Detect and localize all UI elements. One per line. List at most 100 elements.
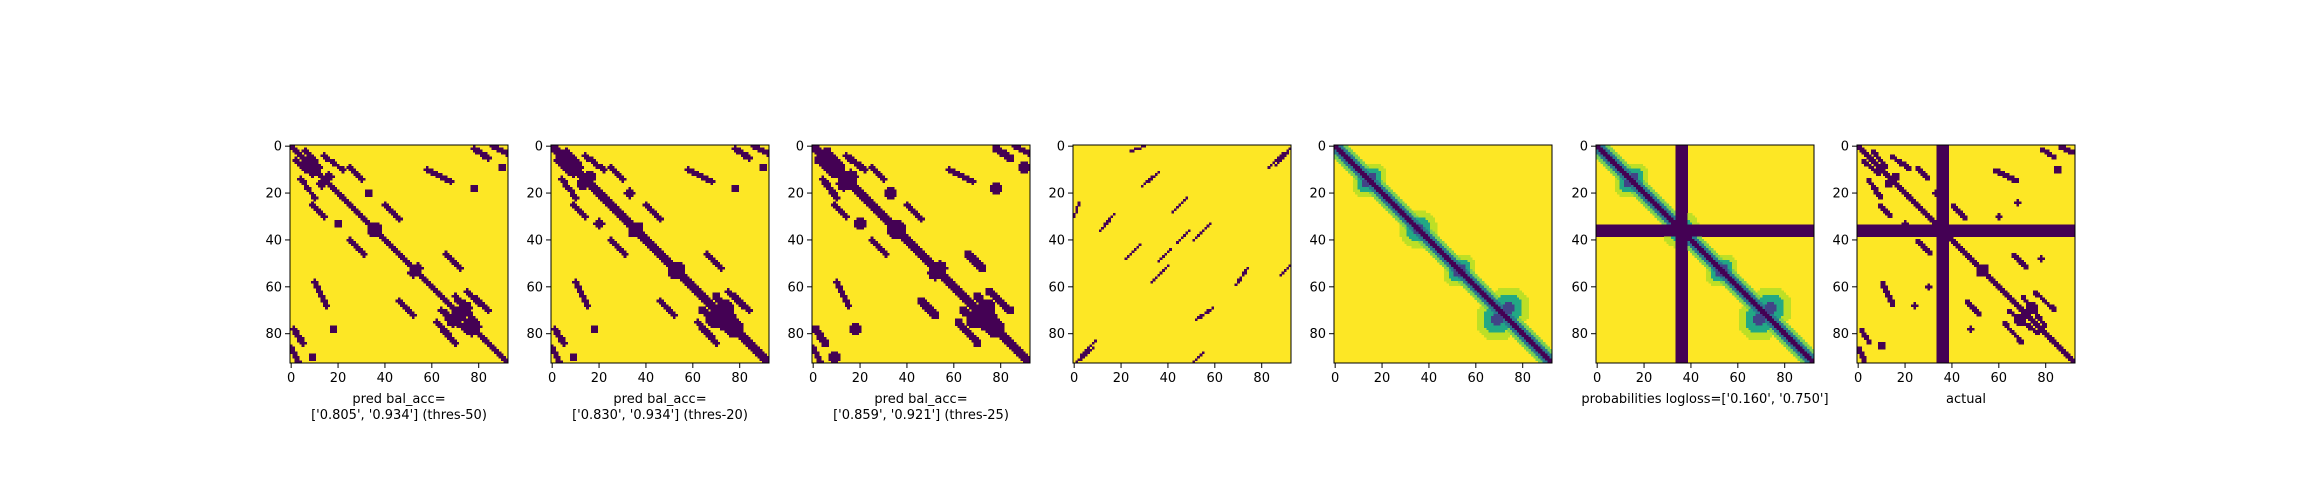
heatmap-cell: [633, 227, 636, 230]
heatmap-cell: [1455, 280, 1459, 284]
heatmap-cell: [468, 332, 471, 336]
heatmap-cell: [1441, 245, 1445, 249]
heatmap-cell: [1535, 334, 1539, 338]
heatmap-cell: [447, 177, 450, 181]
heatmap-cell: [837, 175, 841, 179]
heatmap-cell: [1448, 262, 1452, 265]
heatmap-cell: [1523, 302, 1527, 305]
heatmap-cell: [847, 184, 850, 188]
heatmap-cell: [821, 334, 825, 338]
heatmap-cell: [1334, 152, 1337, 155]
heatmap-cell: [1397, 212, 1400, 216]
heatmap-cell: [877, 173, 881, 176]
heatmap-cell: [816, 355, 820, 359]
heatmap-cell: [1027, 163, 1031, 167]
heatmap-cell: [572, 175, 575, 179]
heatmap-cell: [872, 243, 876, 247]
heatmap-cell: [870, 205, 874, 209]
heatmap-cell: [633, 222, 636, 226]
heatmap-cell: [686, 168, 690, 172]
heatmap-cell: [381, 238, 385, 242]
heatmap-cell: [477, 152, 481, 155]
heatmap-cell: [1171, 210, 1175, 214]
heatmap-cell: [1380, 184, 1384, 188]
heatmap-cell: [1453, 278, 1457, 282]
heatmap-cell: [1357, 189, 1361, 193]
heatmap-cell: [726, 320, 730, 324]
y-tick-label: 0: [796, 140, 804, 155]
heatmap-cell: [870, 203, 874, 207]
heatmap-cell: [1479, 295, 1483, 298]
heatmap-cell: [814, 348, 818, 352]
heatmap-cell: [472, 295, 476, 298]
heatmap-cell: [847, 159, 850, 162]
heatmap-cell: [1276, 159, 1280, 162]
heatmap-cell: [1476, 327, 1480, 331]
heatmap-cell: [357, 175, 361, 179]
heatmap-cell: [320, 292, 324, 296]
heatmap-cell: [837, 290, 841, 294]
heatmap-cell: [901, 236, 904, 240]
heatmap-cell: [1423, 222, 1426, 226]
heatmap-cell: [1507, 306, 1511, 310]
heatmap-cell: [985, 323, 989, 326]
heatmap-cell: [705, 304, 709, 308]
heatmap-cell: [1359, 191, 1363, 195]
heatmap-cell: [1418, 243, 1422, 247]
heatmap-cell: [1448, 248, 1452, 251]
heatmap-cell: [969, 311, 972, 315]
heatmap-cell: [724, 320, 728, 324]
heatmap-cell: [842, 154, 846, 158]
heatmap-cell: [1131, 250, 1135, 254]
heatmap-cell: [1082, 355, 1086, 359]
heatmap-cell: [1350, 154, 1354, 158]
heatmap-cell: [306, 152, 310, 155]
heatmap-cell: [1505, 337, 1508, 340]
heatmap-cell: [1493, 337, 1497, 340]
heatmap-cell: [1465, 280, 1468, 284]
heatmap-cells: [812, 145, 1031, 364]
heatmap-cell: [1409, 222, 1412, 226]
heatmap-cell: [1357, 168, 1361, 172]
heatmap-cell: [875, 245, 878, 249]
heatmap-cell: [959, 287, 963, 291]
heatmap-cell: [458, 325, 462, 329]
heatmap-cell: [830, 194, 834, 197]
heatmap-cell: [698, 290, 702, 294]
heatmap-cell: [761, 360, 765, 364]
heatmap-cell: [479, 299, 483, 303]
heatmap-cell: [1371, 184, 1375, 188]
heatmap-cell: [990, 184, 993, 188]
heatmap-cell: [1507, 311, 1511, 315]
heatmap-cell: [493, 351, 497, 354]
heatmap-cell: [1133, 147, 1137, 151]
heatmap-cell: [1455, 266, 1459, 270]
heatmap-cell: [1357, 194, 1361, 197]
heatmap-cell: [1373, 168, 1377, 172]
heatmap-cell: [999, 184, 1003, 188]
heatmap-cell: [318, 180, 321, 183]
heatmap-cell: [856, 222, 860, 226]
heatmap-cell: [761, 163, 765, 167]
heatmap-cell: [1004, 149, 1007, 153]
heatmap-cell: [1336, 152, 1340, 155]
heatmap-cell: [828, 353, 832, 357]
heatmap-cell: [861, 224, 864, 228]
heatmap-cell: [736, 295, 739, 298]
heatmap-cell: [698, 306, 702, 310]
heatmap-cell: [553, 351, 557, 354]
y-tick-label: 60: [526, 280, 543, 295]
heatmap-cell: [1432, 245, 1436, 249]
heatmap-cell: [346, 201, 349, 204]
heatmap-cell: [1390, 189, 1393, 193]
heatmap-cell: [444, 297, 448, 301]
heatmap-cell: [1401, 227, 1405, 230]
heatmap-cell: [992, 149, 996, 153]
heatmap-cell: [896, 229, 900, 233]
heatmap-cell: [910, 238, 914, 242]
heatmap-cell: [500, 163, 504, 167]
heatmap-cell: [879, 215, 883, 219]
heatmap-cell: [877, 208, 881, 211]
heatmap-cell: [658, 215, 662, 219]
heatmap-cell: [1444, 255, 1447, 258]
